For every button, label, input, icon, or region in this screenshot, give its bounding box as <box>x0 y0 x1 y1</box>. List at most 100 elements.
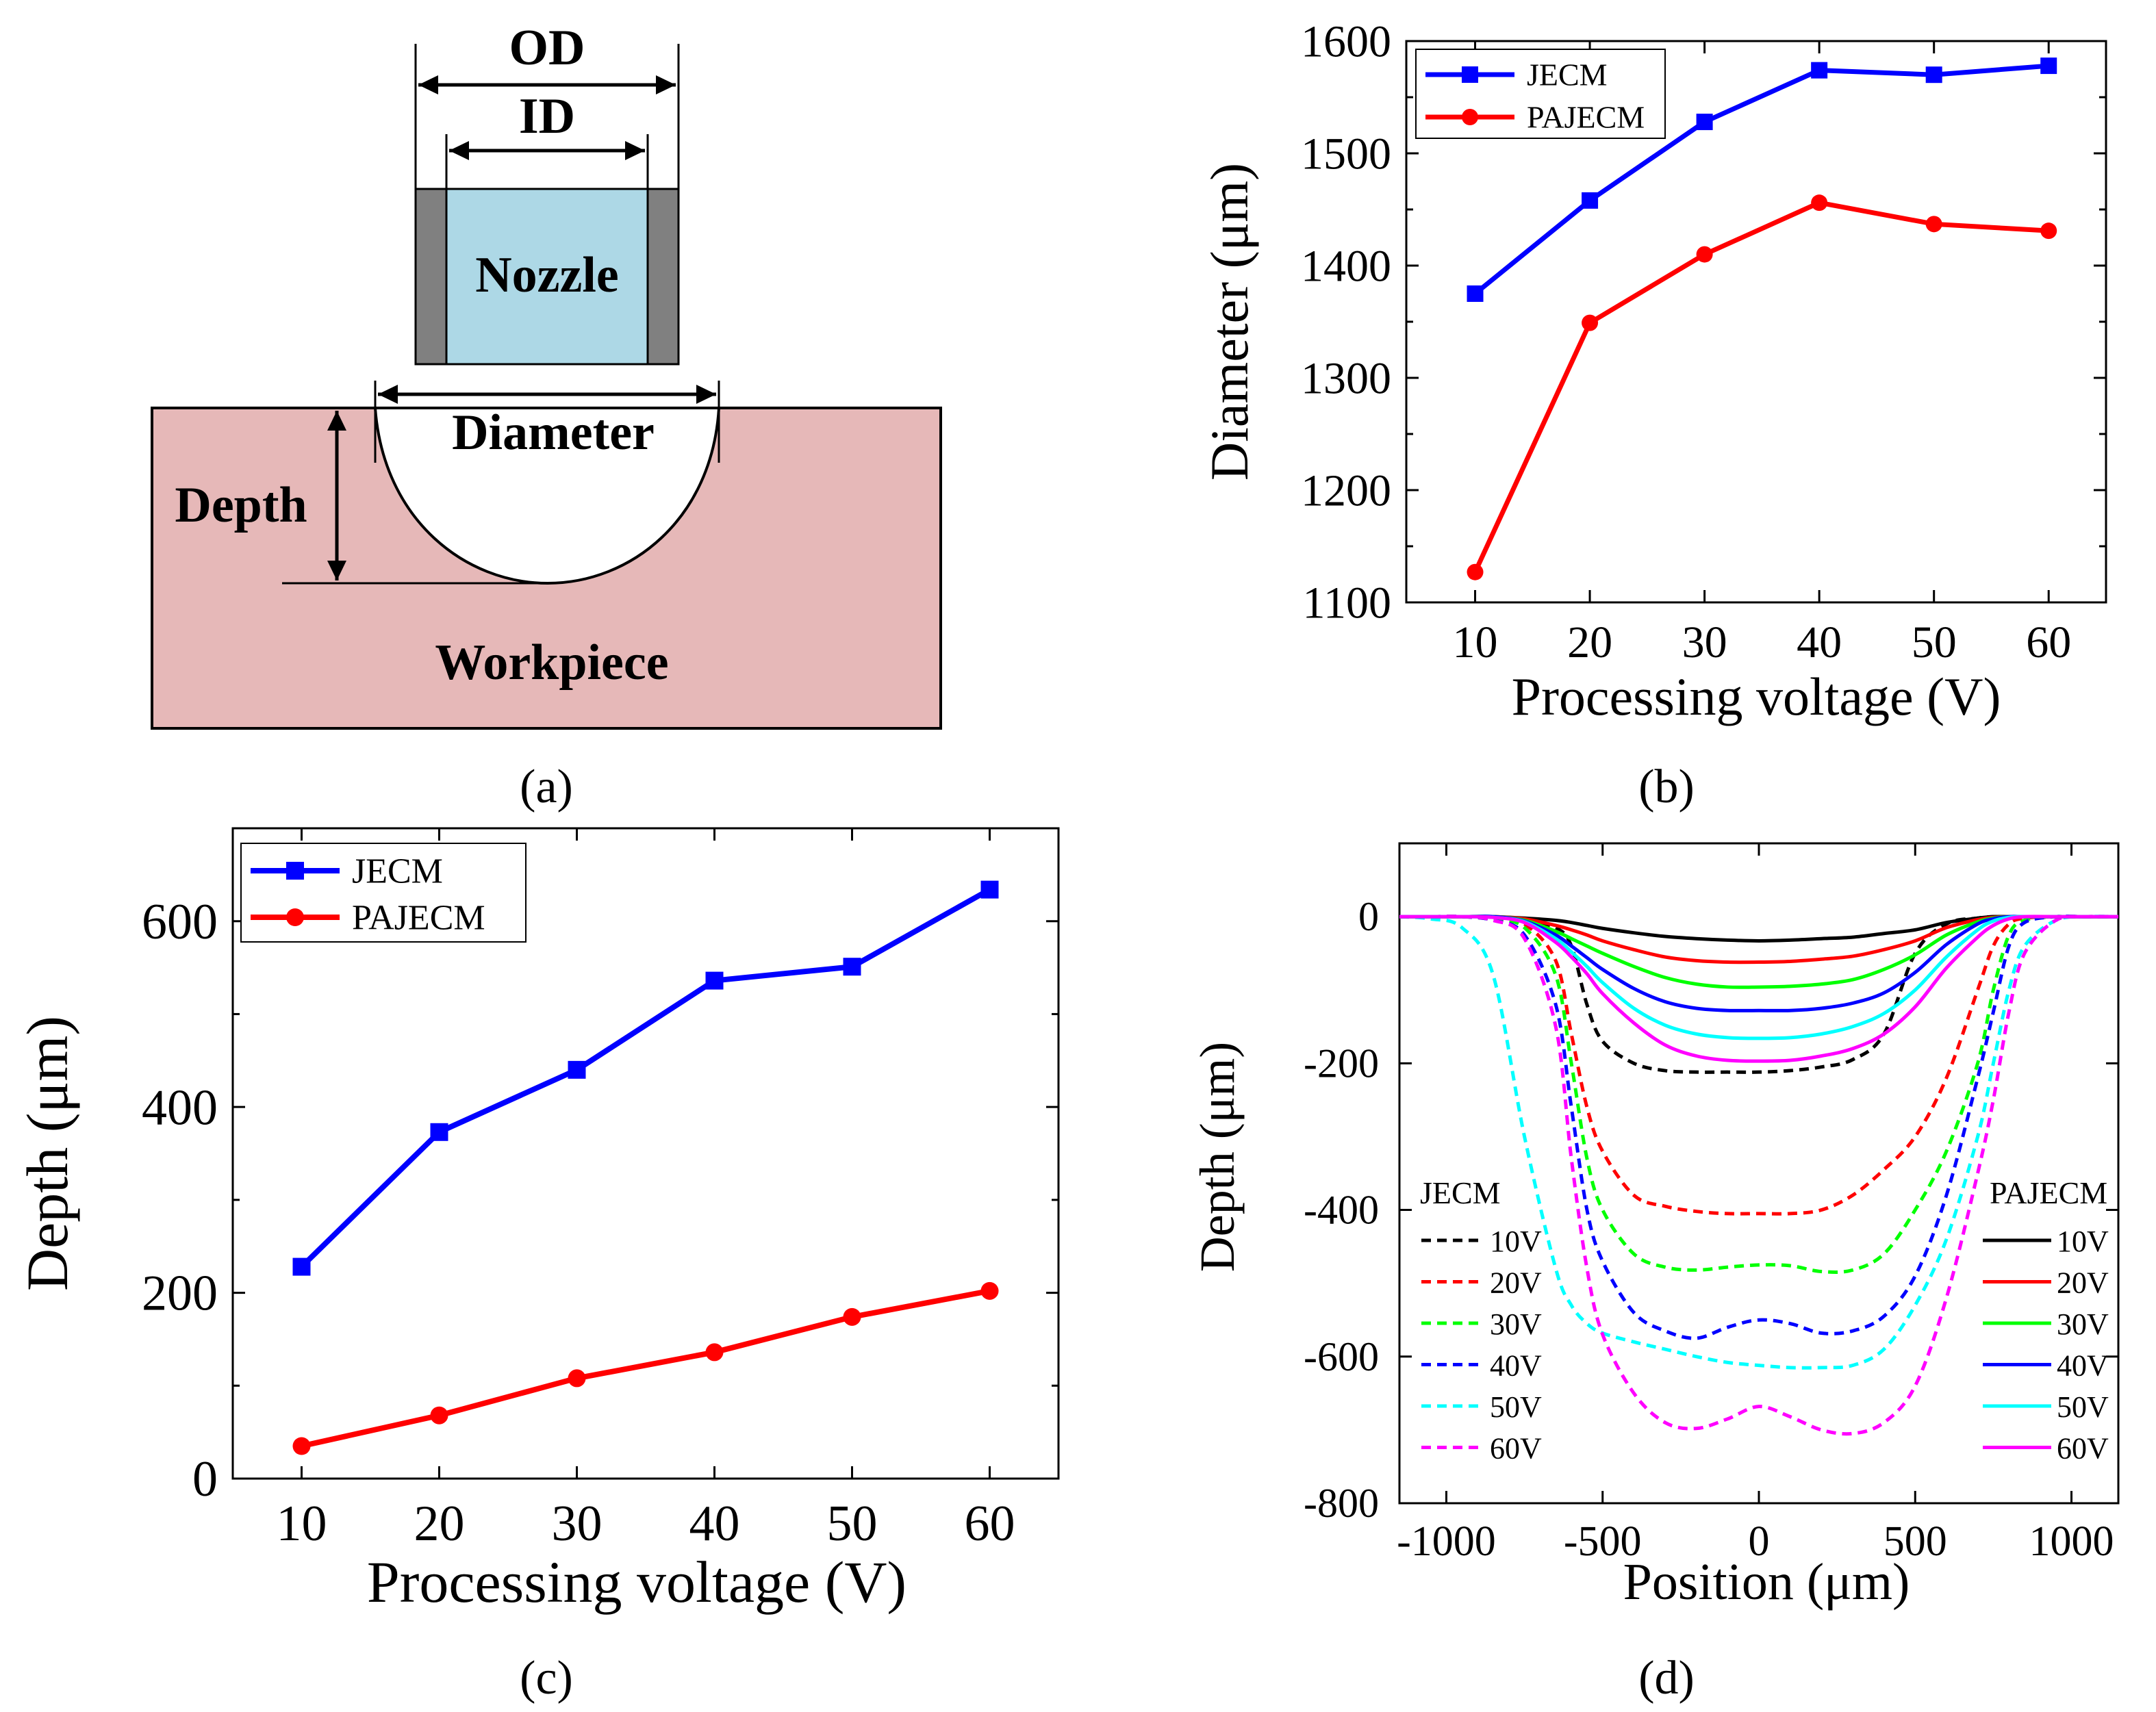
panel-label-c: (c) <box>520 1652 573 1704</box>
c-point-jecm <box>430 1123 448 1141</box>
depth-label: Depth <box>175 477 307 533</box>
d-profile-pajecm-50v <box>1399 915 2118 1040</box>
od-arrowhead-left <box>418 75 438 94</box>
cavity-shape <box>373 407 721 585</box>
c-x-tick-label: 50 <box>827 1496 878 1552</box>
d-legend-label-jecm: 10V <box>1490 1225 1542 1258</box>
chart-d-y-axis-label: Depth (μm) <box>1190 1042 1245 1273</box>
depth-arrowhead-bottom <box>327 561 346 580</box>
chart-d-x-axis-label: Position (μm) <box>1623 1553 1910 1611</box>
d-legend-label-jecm: 50V <box>1490 1390 1542 1424</box>
nozzle-wall-left <box>414 188 448 366</box>
b-point-pajecm <box>1811 194 1828 212</box>
c-x-tick-label: 10 <box>277 1496 327 1552</box>
b-point-pajecm <box>1696 246 1713 263</box>
b-point-jecm <box>1696 114 1713 131</box>
schematic-panel: OD ID Nozzle Diameter Depth Workpiece (a… <box>151 20 942 813</box>
od-label: OD <box>509 20 585 76</box>
d-legend-title-jecm: JECM <box>1420 1175 1501 1210</box>
d-y-tick-label: -600 <box>1304 1334 1379 1379</box>
diameter-arrowhead-left <box>378 385 398 404</box>
b-series-line-jecm <box>1473 63 2049 296</box>
d-legend-label-pajecm: 30V <box>2057 1307 2109 1341</box>
chart-c-x-axis-label: Processing voltage (V) <box>367 1549 906 1615</box>
d-x-tick-label: -500 <box>1564 1518 1642 1565</box>
c-point-pajecm <box>980 1281 999 1300</box>
nozzle-wall-right <box>646 188 680 366</box>
d-y-tick-label: -800 <box>1304 1481 1379 1526</box>
d-profile-pajecm-60v <box>1399 915 2118 1063</box>
d-legend-label-pajecm: 60V <box>2057 1432 2109 1466</box>
d-legend-label-jecm: 20V <box>1490 1266 1542 1300</box>
d-legend-label-jecm: 60V <box>1490 1432 1542 1466</box>
d-profile-jecm-40v <box>1399 914 2118 1340</box>
b-x-tick-label: 60 <box>2026 617 2071 667</box>
d-legend-label-jecm: 40V <box>1490 1349 1542 1383</box>
d-legend-label-jecm: 30V <box>1490 1307 1542 1341</box>
c-point-pajecm <box>568 1369 586 1388</box>
b-y-tick-label: 1300 <box>1301 353 1391 403</box>
c-point-jecm <box>980 880 999 899</box>
b-series-line-pajecm <box>1473 200 2049 574</box>
id-label: ID <box>519 88 575 144</box>
b-x-tick-label: 30 <box>1682 617 1727 667</box>
d-legend-label-pajecm: 40V <box>2057 1349 2109 1383</box>
d-profile-jecm-30v <box>1399 915 2118 1274</box>
c-series-line-pajecm <box>301 1288 991 1449</box>
b-x-tick-label: 40 <box>1797 617 1842 667</box>
b-legend-box <box>1415 49 1666 139</box>
chart-c-frame <box>231 827 1060 1480</box>
b-point-jecm <box>1467 285 1484 302</box>
d-legend-label-pajecm: 20V <box>2057 1266 2109 1300</box>
b-point-pajecm <box>1467 563 1484 580</box>
d-y-tick-label: 0 <box>1358 894 1379 939</box>
depth-arrowhead-top <box>327 411 346 431</box>
nozzle-label: Nozzle <box>475 247 619 303</box>
d-x-tick-label: 1000 <box>2029 1518 2114 1565</box>
c-series-line-jecm <box>299 887 991 1269</box>
d-profile-pajecm-30v <box>1399 915 2118 989</box>
c-point-pajecm <box>292 1437 311 1455</box>
b-x-tick-label: 10 <box>1453 617 1498 667</box>
b-x-tick-label: 50 <box>1912 617 1957 667</box>
b-point-jecm <box>2040 58 2057 75</box>
c-point-jecm <box>843 958 861 976</box>
c-point-pajecm <box>705 1343 724 1362</box>
nozzle-body <box>445 188 649 366</box>
c-x-tick-label: 30 <box>552 1496 603 1552</box>
id-arrowhead-left <box>449 141 469 160</box>
d-profile-jecm-50v <box>1399 915 2119 1370</box>
c-y-tick-label: 400 <box>142 1079 218 1136</box>
c-y-tick-label: 600 <box>142 894 218 950</box>
c-y-tick-label: 200 <box>142 1266 218 1322</box>
d-x-tick-label: 500 <box>1884 1518 1947 1565</box>
b-y-tick-label: 1500 <box>1301 129 1391 179</box>
b-point-jecm <box>1925 66 1942 84</box>
b-legend-label: PAJECM <box>1527 100 1645 135</box>
c-point-jecm <box>705 971 724 990</box>
b-y-tick-label: 1600 <box>1301 16 1391 66</box>
workpiece-label: Workpiece <box>435 635 668 691</box>
c-legend-label: PAJECM <box>352 899 485 938</box>
c-point-pajecm <box>843 1307 861 1326</box>
c-point-jecm <box>568 1060 586 1079</box>
c-legend-box <box>240 843 527 943</box>
d-y-tick-label: -400 <box>1304 1188 1379 1233</box>
c-legend-label: JECM <box>352 852 443 891</box>
od-arrowhead-right <box>656 75 676 94</box>
d-legend-label-pajecm: 10V <box>2057 1225 2109 1258</box>
d-profile-jecm-60v <box>1399 915 2119 1436</box>
b-x-tick-label: 20 <box>1567 617 1612 667</box>
c-point-jecm <box>292 1257 311 1276</box>
d-legend-label-pajecm: 50V <box>2057 1390 2109 1424</box>
diameter-chart: 10 20 30 40 50 60 1100 1200 1300 1400 1500 1600 JEC… <box>1200 16 2107 813</box>
panel-label-d: (d) <box>1638 1652 1695 1704</box>
b-point-jecm <box>1582 192 1599 209</box>
chart-c-y-axis-label: Depth (μm) <box>14 1016 80 1291</box>
diameter-label: Diameter <box>452 405 655 461</box>
chart-b-y-axis-label: Diameter (μm) <box>1200 163 1259 481</box>
c-x-tick-label: 20 <box>414 1496 465 1552</box>
b-point-pajecm <box>2040 222 2057 240</box>
